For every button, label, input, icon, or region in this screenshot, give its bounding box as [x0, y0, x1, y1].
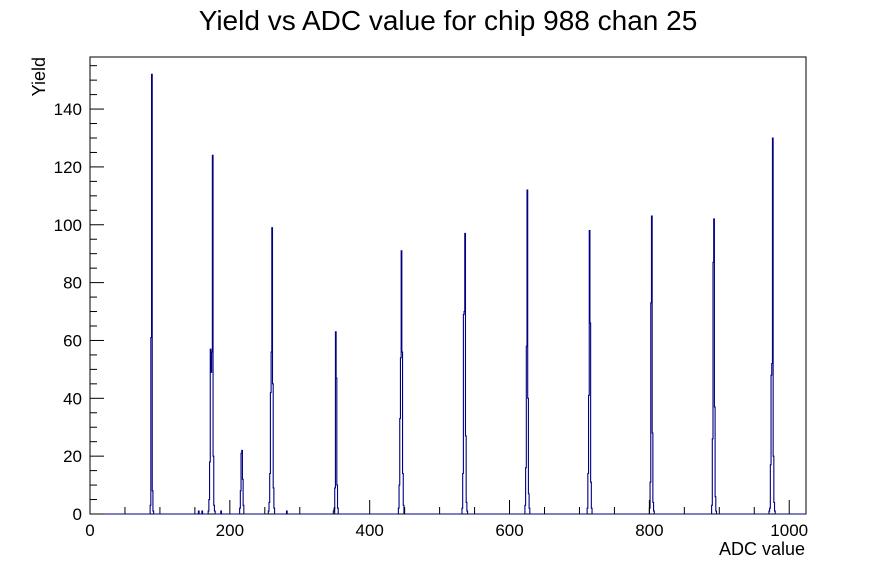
y-tick-label: 80 [63, 274, 82, 293]
y-tick-label: 40 [63, 389, 82, 408]
x-tick-label: 200 [216, 521, 244, 540]
histogram-bins [90, 73, 806, 515]
x-axis-label: ADC value [719, 539, 805, 559]
y-tick-label: 20 [63, 447, 82, 466]
y-tick-label: 120 [54, 158, 82, 177]
x-tick-label: 0 [85, 521, 94, 540]
y-axis: 0 20 40 60 80 100 120 140 [54, 65, 104, 524]
y-tick-label: 100 [54, 216, 82, 235]
x-axis: 0 200 400 600 800 1000 [85, 500, 808, 540]
y-tick-label: 0 [73, 505, 82, 524]
x-tick-label: 400 [356, 521, 384, 540]
x-tick-label: 800 [635, 521, 663, 540]
plot-frame [89, 56, 807, 515]
chart-title: Yield vs ADC value for chip 988 chan 25 [199, 5, 698, 36]
x-tick-label: 600 [495, 521, 523, 540]
y-axis-label: Yield [29, 57, 49, 96]
histogram-outline [90, 73, 806, 515]
x-tick-label: 1000 [770, 521, 808, 540]
y-tick-label: 140 [54, 100, 82, 119]
y-tick-label: 60 [63, 331, 82, 350]
